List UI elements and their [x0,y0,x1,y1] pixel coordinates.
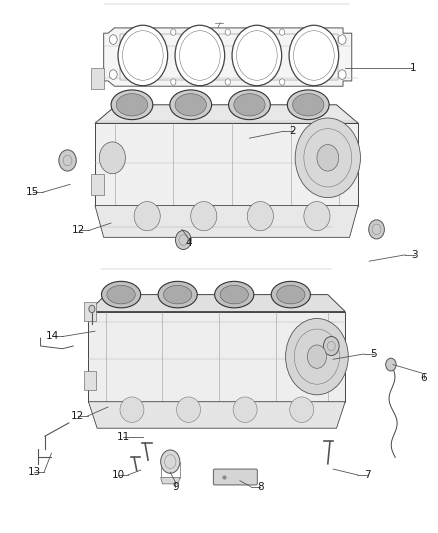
Circle shape [279,79,285,85]
Circle shape [286,318,348,395]
Polygon shape [104,28,352,86]
Ellipse shape [229,90,270,119]
Ellipse shape [175,94,206,116]
Text: 6: 6 [420,373,427,383]
Polygon shape [95,105,358,123]
Circle shape [89,305,95,313]
Ellipse shape [290,397,314,422]
Text: 5: 5 [370,349,377,359]
Text: 10: 10 [111,470,124,480]
Ellipse shape [170,90,212,119]
Polygon shape [91,68,104,89]
Circle shape [99,142,125,174]
Text: 9: 9 [172,481,179,491]
Text: 4: 4 [185,238,192,248]
Ellipse shape [215,281,254,308]
Circle shape [232,25,282,86]
Ellipse shape [191,201,217,231]
Polygon shape [88,312,345,402]
Circle shape [279,29,285,35]
Polygon shape [95,206,358,237]
Ellipse shape [234,94,265,116]
Ellipse shape [247,201,273,231]
Ellipse shape [293,94,324,116]
Text: 13: 13 [28,467,41,477]
Text: 14: 14 [46,332,60,342]
Circle shape [110,35,117,44]
Text: 15: 15 [26,187,39,197]
Polygon shape [91,174,104,195]
Circle shape [225,29,230,35]
Ellipse shape [287,90,329,119]
Polygon shape [84,371,96,390]
Circle shape [307,345,326,368]
Circle shape [225,79,230,85]
Ellipse shape [271,281,311,308]
Ellipse shape [163,285,192,304]
Text: 11: 11 [117,432,130,442]
Circle shape [295,118,360,198]
Polygon shape [84,302,96,321]
Circle shape [171,29,176,35]
Circle shape [323,336,339,356]
Circle shape [317,144,339,171]
Circle shape [338,35,346,44]
Circle shape [118,25,168,86]
Ellipse shape [277,285,305,304]
Polygon shape [88,295,345,312]
Text: 1: 1 [410,63,416,72]
Circle shape [175,25,225,86]
Text: 12: 12 [72,225,85,236]
Circle shape [369,220,385,239]
Text: 12: 12 [71,411,84,421]
Ellipse shape [102,281,141,308]
Polygon shape [161,478,180,484]
Text: 7: 7 [364,470,370,480]
Ellipse shape [220,285,248,304]
Ellipse shape [177,397,201,422]
Circle shape [289,25,339,86]
Ellipse shape [233,397,257,422]
Ellipse shape [116,94,148,116]
Circle shape [110,70,117,79]
Text: 2: 2 [290,126,296,136]
Text: 8: 8 [257,481,264,491]
Circle shape [338,70,346,79]
Text: 3: 3 [412,250,418,260]
Circle shape [386,358,396,371]
Polygon shape [88,402,345,428]
Circle shape [59,150,76,171]
Polygon shape [95,123,358,206]
Ellipse shape [158,281,197,308]
Ellipse shape [304,201,330,231]
FancyBboxPatch shape [213,469,257,485]
Ellipse shape [134,201,160,231]
Ellipse shape [111,90,153,119]
Ellipse shape [120,397,144,422]
Ellipse shape [107,285,135,304]
Circle shape [176,230,191,249]
Circle shape [161,450,180,473]
Circle shape [171,79,176,85]
